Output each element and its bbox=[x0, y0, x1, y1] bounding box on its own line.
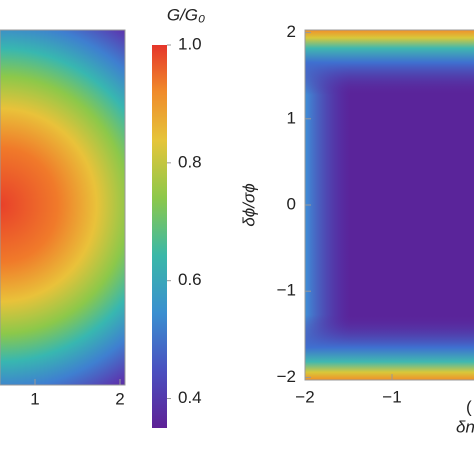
x-tick-label: 1 bbox=[30, 389, 39, 408]
colorbar-tick-label: 1.0 bbox=[178, 34, 202, 53]
frame bbox=[0, 29, 126, 386]
x-tick-label: −1 bbox=[382, 387, 401, 406]
colorbar-tick-label: 0.4 bbox=[178, 388, 202, 407]
colorbar-tick-label: 0.6 bbox=[178, 270, 202, 289]
colorbar bbox=[152, 45, 167, 428]
y-axis-label: δϕ/σϕ bbox=[239, 183, 258, 226]
panel-label: ( bbox=[466, 397, 472, 416]
x-tick-label: −2 bbox=[295, 387, 314, 406]
colorbar-tick-label: 0.8 bbox=[178, 152, 202, 171]
colorbar-title: G/G₀ bbox=[167, 5, 205, 24]
y-tick-label: −2 bbox=[277, 367, 296, 386]
y-tick-label: 0 bbox=[287, 194, 296, 213]
heatmap-left bbox=[0, 30, 125, 385]
y-tick-label: −1 bbox=[277, 281, 296, 300]
x-axis-label: δn bbox=[456, 417, 474, 436]
y-tick-label: 2 bbox=[287, 22, 296, 41]
x-tick-label: 2 bbox=[115, 389, 124, 408]
heatmap-right bbox=[305, 30, 474, 380]
y-tick-label: 1 bbox=[287, 108, 296, 127]
